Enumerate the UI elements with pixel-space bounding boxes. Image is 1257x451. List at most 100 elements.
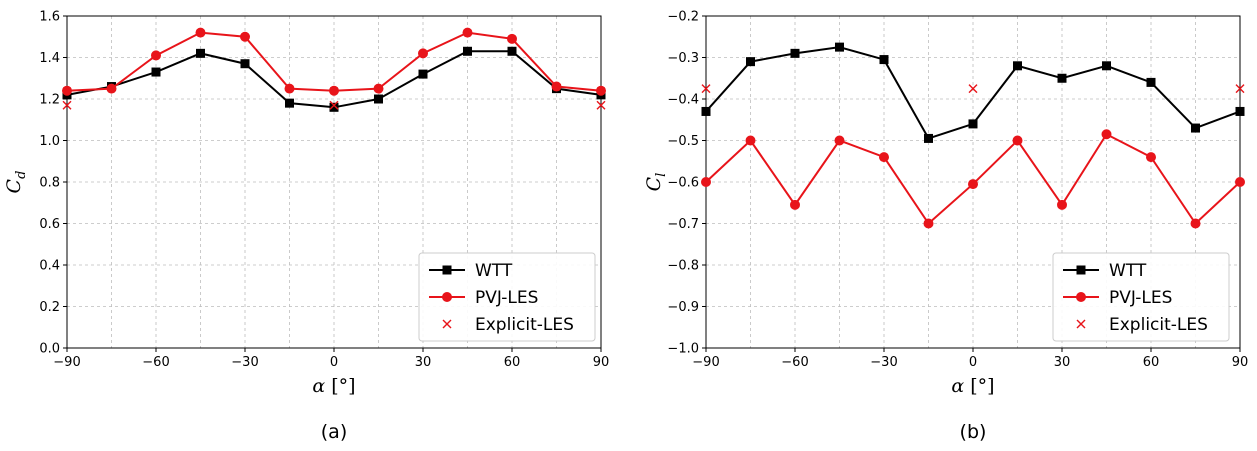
series-pvj-les	[701, 129, 1245, 229]
data-point	[968, 119, 978, 129]
data-point	[1101, 129, 1112, 140]
data-point	[106, 83, 117, 94]
data-point	[240, 59, 250, 69]
data-point	[462, 27, 473, 38]
data-point	[1013, 61, 1022, 71]
data-point	[879, 152, 889, 163]
y-tick-label: −0.2	[667, 10, 699, 25]
data-point	[596, 100, 606, 110]
data-point	[62, 100, 72, 110]
y-tick-label: −0.4	[667, 93, 699, 108]
data-point	[790, 199, 800, 210]
y-tick-label: 1.6	[39, 10, 60, 25]
data-point	[62, 85, 72, 96]
y-tick-label: 1.4	[39, 51, 60, 66]
data-point	[1235, 84, 1245, 94]
x-axis-label: α [°]	[312, 375, 355, 397]
y-tick-label: 1.2	[39, 93, 60, 108]
data-point	[834, 135, 845, 146]
legend-item: WTT	[429, 261, 513, 281]
data-point	[746, 57, 755, 67]
legend-marker	[1076, 319, 1086, 329]
data-point	[463, 46, 472, 56]
data-point	[329, 102, 339, 112]
data-point	[196, 48, 205, 58]
legend-marker	[442, 292, 452, 302]
panel-label: (b)	[960, 421, 987, 443]
data-point	[701, 106, 711, 116]
data-point	[1057, 73, 1067, 83]
x-tick-label: −30	[231, 355, 258, 370]
y-axis-label: Cl	[643, 173, 669, 192]
legend: WTT PVJ-LES Explicit-LES	[1052, 252, 1230, 342]
data-point	[790, 48, 800, 58]
y-tick-label: 0.6	[39, 217, 60, 232]
data-point	[879, 55, 889, 65]
data-point	[1146, 152, 1156, 163]
legend-item: WTT	[1063, 261, 1147, 281]
x-tick-label: 90	[1232, 355, 1249, 370]
data-point	[1012, 135, 1023, 146]
x-tick-label: 0	[969, 355, 977, 370]
legend-label: WTT	[1109, 261, 1147, 281]
legend-item: Explicit-LES	[1076, 315, 1208, 335]
y-tick-label: 0.2	[39, 300, 60, 315]
data-point	[1190, 218, 1201, 229]
data-point	[968, 84, 978, 94]
data-point	[329, 100, 339, 110]
data-point	[924, 133, 933, 143]
y-tick-label: 0.4	[39, 259, 60, 274]
y-tick-label: −0.3	[667, 51, 699, 66]
data-point	[923, 218, 934, 229]
y-tick-label: 0.8	[39, 176, 60, 191]
x-tick-label: −30	[870, 355, 897, 370]
legend: WTT PVJ-LES Explicit-LES	[418, 252, 596, 342]
data-point	[507, 33, 517, 44]
legend-box	[1052, 252, 1230, 342]
data-point	[745, 135, 756, 146]
legend-label: PVJ-LES	[475, 288, 538, 308]
x-tick-label: −90	[692, 355, 719, 370]
data-point	[968, 179, 978, 190]
series-explicit-les	[701, 84, 1245, 94]
data-point	[835, 42, 844, 52]
panel-label: (a)	[321, 421, 347, 443]
x-tick-label: 90	[593, 355, 610, 370]
data-point	[284, 83, 295, 94]
data-point	[701, 84, 711, 94]
x-tick-label: 60	[504, 355, 521, 370]
x-tick-label: −60	[781, 355, 808, 370]
data-point	[151, 50, 161, 61]
data-point	[151, 67, 161, 77]
chart-panel-2: −90 −60 −30 0 30 60 90 −1.0 −0.9 −0.8 −0.7 −0.6 −0.5…	[643, 10, 1248, 444]
x-tick-label: −90	[53, 355, 80, 370]
data-point	[1146, 77, 1156, 87]
legend-marker	[1076, 292, 1086, 302]
data-point	[507, 46, 517, 56]
data-point	[551, 81, 562, 92]
x-tick-label: 60	[1143, 355, 1160, 370]
data-point	[418, 69, 428, 79]
data-point	[1235, 106, 1245, 116]
y-tick-label: 1.0	[39, 134, 60, 149]
data-point	[1057, 199, 1067, 210]
y-tick-label: 0.0	[39, 342, 60, 357]
legend-label: WTT	[475, 261, 513, 281]
x-tick-label: 0	[330, 355, 338, 370]
data-point	[329, 85, 339, 96]
y-tick-label: −0.9	[667, 300, 699, 315]
y-tick-label: −0.6	[667, 176, 699, 191]
series-explicit-les	[62, 100, 606, 110]
legend-marker	[442, 319, 452, 329]
data-point	[418, 48, 428, 59]
x-tick-label: 30	[415, 355, 432, 370]
series-wtt	[701, 42, 1245, 143]
legend-label: PVJ-LES	[1109, 288, 1172, 308]
legend-item: Explicit-LES	[442, 315, 574, 335]
legend-marker	[1076, 265, 1086, 275]
legend-label: Explicit-LES	[1109, 315, 1208, 335]
y-tick-label: −1.0	[667, 342, 699, 357]
y-tick-label: −0.5	[667, 134, 699, 149]
x-tick-label: −60	[142, 355, 169, 370]
